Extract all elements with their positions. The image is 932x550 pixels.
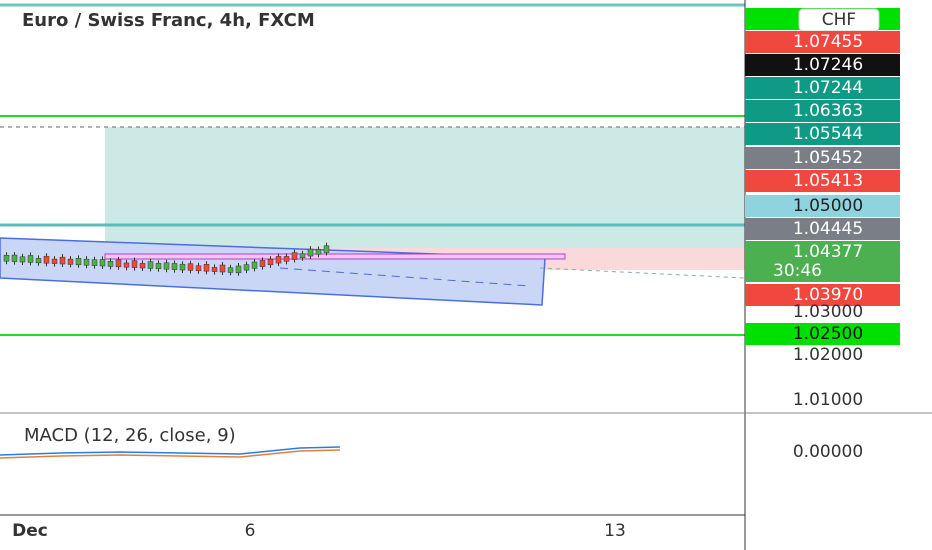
price-label-bg [745,195,900,217]
price-label-bg [745,77,900,99]
price-label: 1.07246 [793,55,863,75]
candle [83,258,90,266]
price-label: 1.02500 [793,324,863,344]
candle [139,263,146,269]
price-label: 1.03970 [793,285,863,305]
price-label: 1.07244 [793,78,863,98]
price-label: 1.05452 [793,148,863,168]
macd-axis-label: 0.00000 [793,442,863,462]
candles [3,242,330,276]
macd-label[interactable]: MACD (12, 26, close, 9) [24,425,236,446]
candle [235,265,242,274]
price-label-bg [745,241,900,282]
price-label: 1.04445 [793,219,863,239]
candle [203,264,210,272]
price-label-bg [745,147,900,169]
candle [131,260,138,268]
candle [19,256,26,263]
candle [171,263,178,270]
price-label: 1.05544 [793,124,863,144]
candle [187,263,194,271]
candle [35,258,42,264]
macd-line [0,446,341,456]
candle [283,256,290,262]
candle [3,254,10,262]
macd-signal [0,449,341,459]
candle [275,256,282,264]
candle [315,249,322,255]
countdown-label: 30:46 [773,261,822,281]
price-label: 1.03000 [793,302,863,322]
candle [99,259,106,267]
candle [43,255,50,264]
symbol-title[interactable]: Euro / Swiss Franc, 4h, FXCM [22,10,315,31]
candle [219,264,226,273]
target-zone [105,127,745,248]
candle [59,256,66,265]
price-label: 1.06363 [793,101,863,121]
price-label-bg [745,170,900,192]
candle [195,265,202,272]
price-label: 1.04377 [793,242,863,262]
candle [75,258,82,266]
candle [107,261,114,267]
candle [243,264,250,271]
time-label: Dec [12,521,48,541]
candle [251,261,258,269]
price-label-bg [745,123,900,145]
price-label: 1.05413 [793,171,863,191]
currency-label[interactable]: CHF [822,10,856,30]
candle [163,262,170,270]
candle [123,262,130,268]
projection [539,267,746,279]
candle [11,254,18,262]
price-label: 1.07455 [793,32,863,52]
candle [67,258,74,265]
candle [147,261,154,269]
price-label-bg [745,100,900,122]
candle [91,259,98,266]
candle [227,267,234,273]
candle [267,258,274,266]
range-box [104,253,566,260]
price-label-bg [745,31,900,53]
candle [259,260,266,267]
candle [291,252,298,260]
price-label-bg [745,218,900,240]
candle [307,248,314,257]
time-label: 6 [245,521,256,541]
candle [27,255,34,263]
price-label-bg [745,323,900,345]
price-label: 1.05000 [793,196,863,216]
price-label: 1.02000 [793,345,863,365]
price-label: 1.01000 [793,390,863,410]
candle [155,263,162,270]
candle [51,258,58,264]
plot-drawings [0,3,746,459]
candle [323,245,330,253]
price-label-bg [745,284,900,306]
candle [179,263,186,271]
candle [115,259,122,268]
candle [299,253,306,259]
candle [211,267,218,272]
time-label: 13 [604,521,626,541]
price-label-bg [745,54,900,76]
